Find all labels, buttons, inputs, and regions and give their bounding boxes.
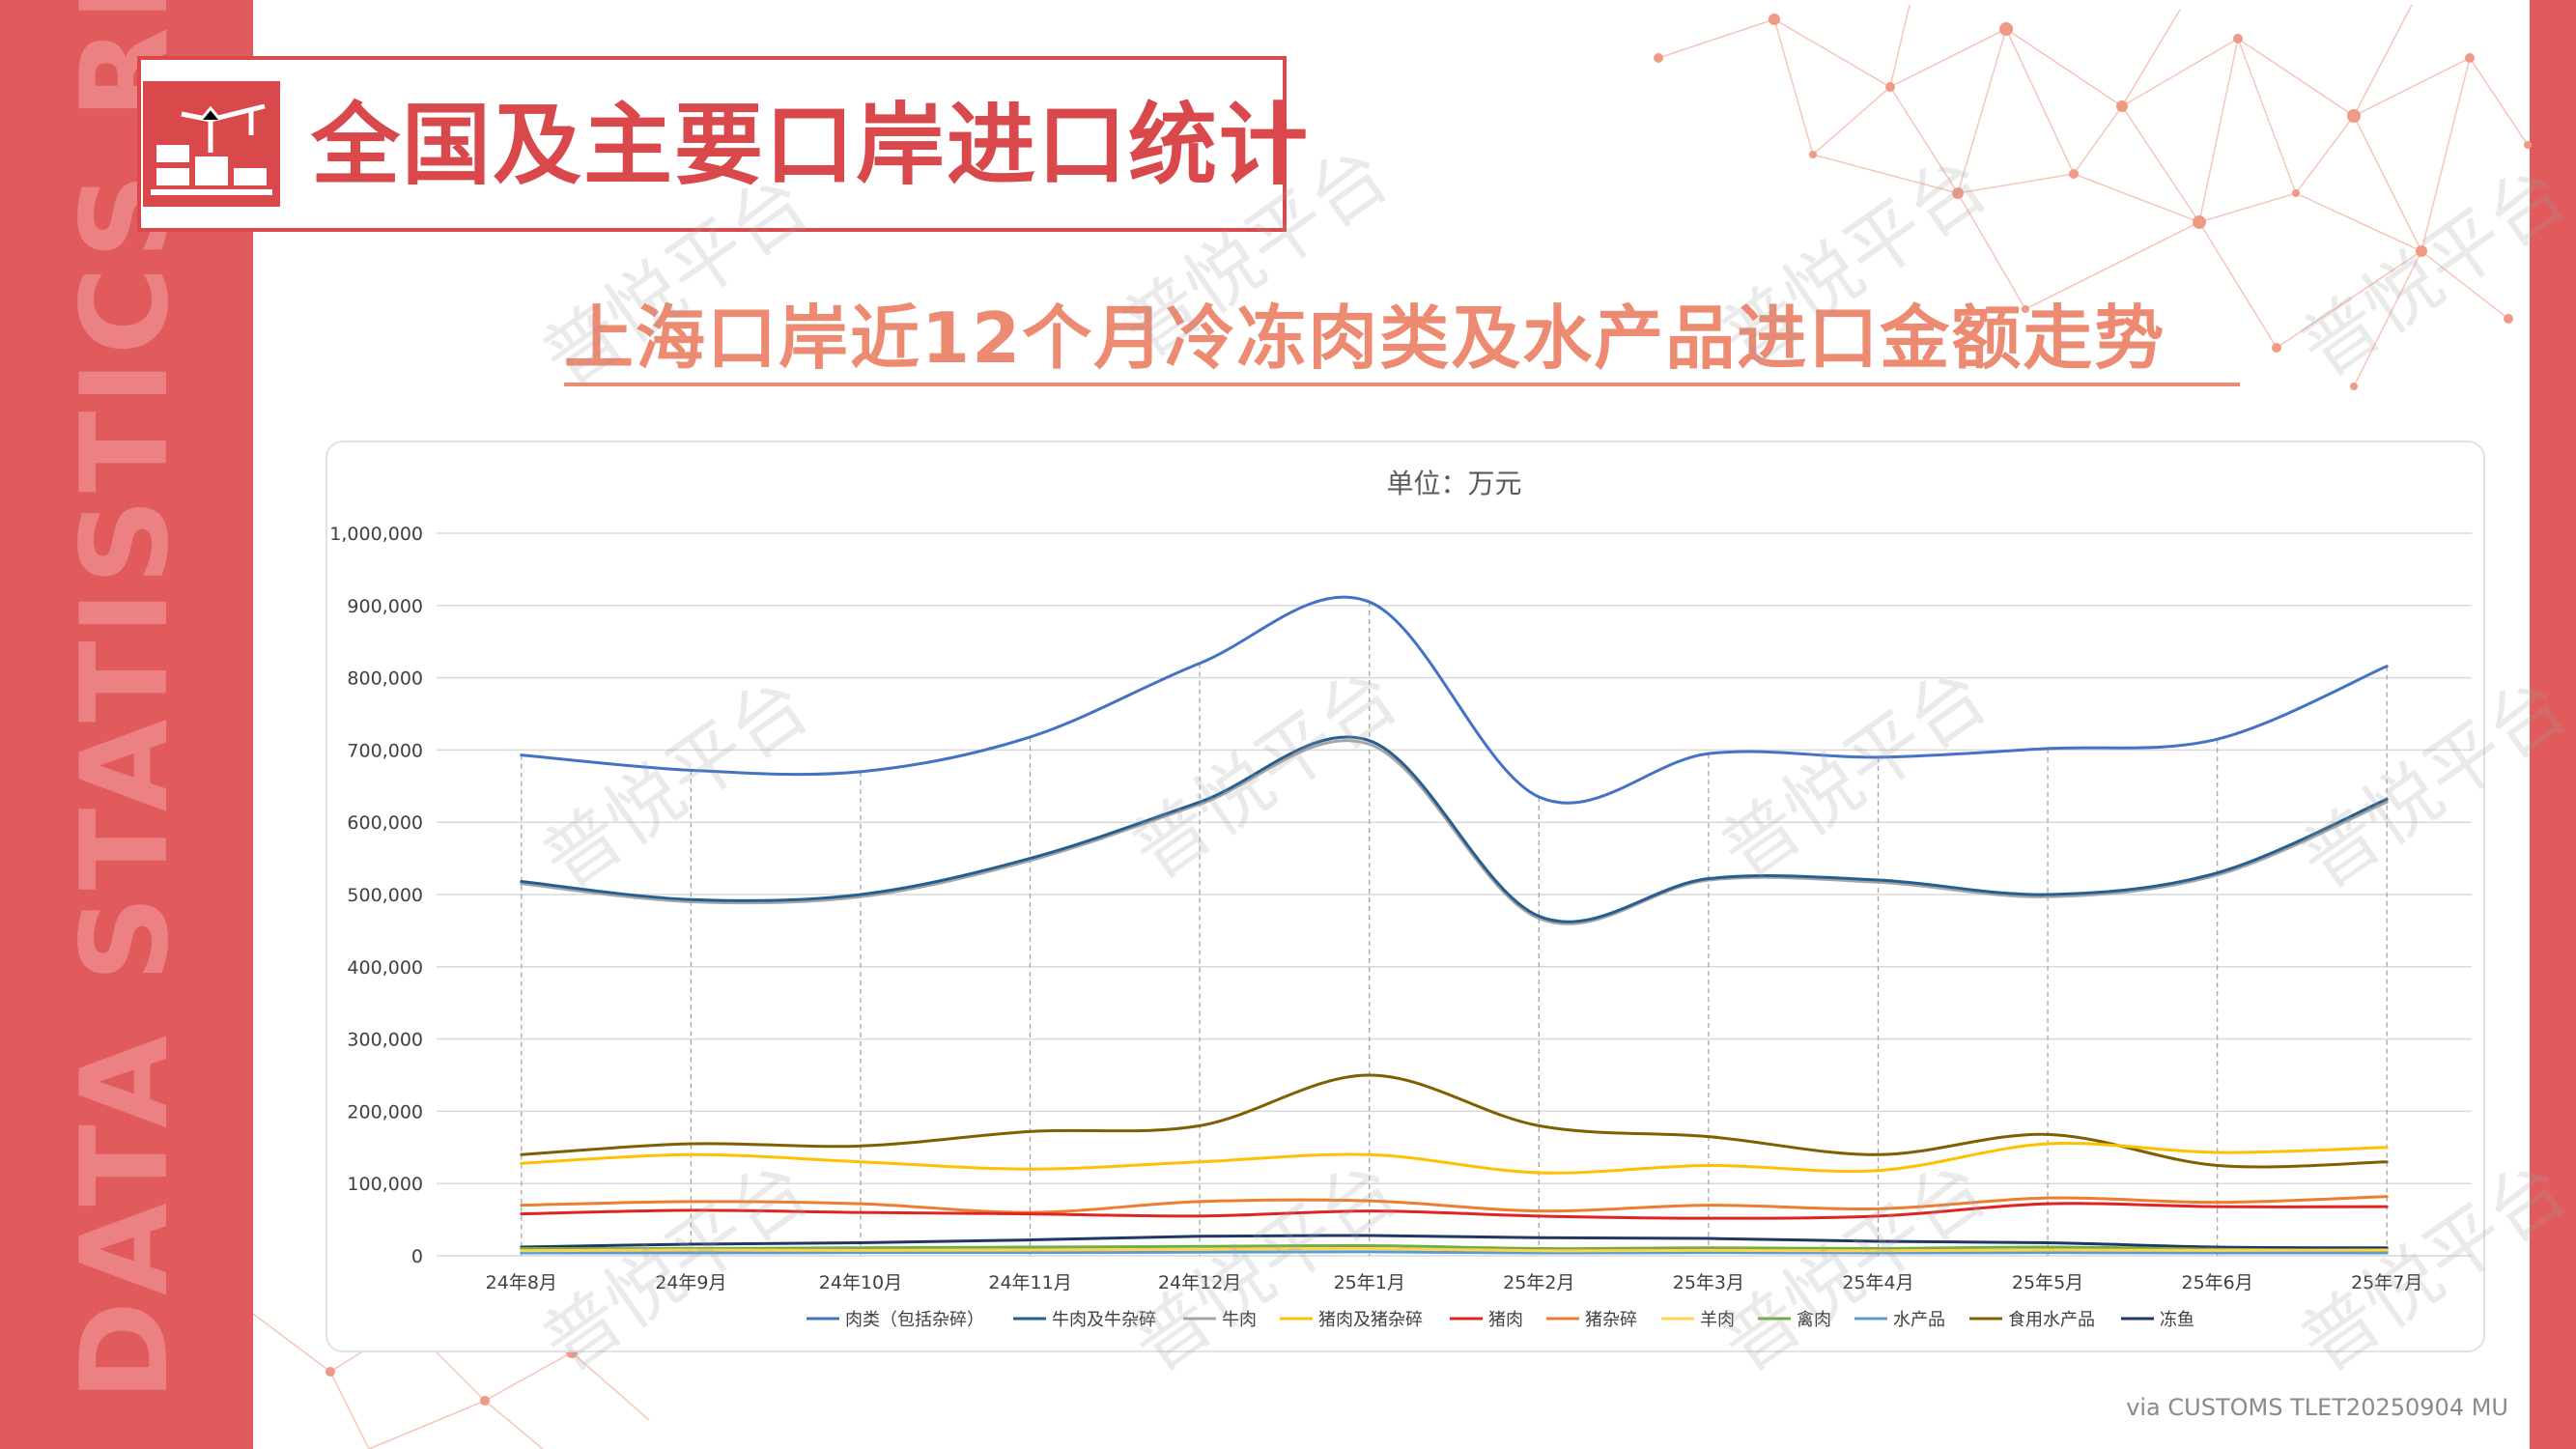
section-title-frame <box>137 56 1287 232</box>
series-line <box>520 1246 2389 1253</box>
y-tick-label: 200,000 <box>347 1101 423 1122</box>
chart-title: 单位：万元 <box>1386 468 1521 499</box>
x-tick-label: 24年11月 <box>988 1272 1071 1293</box>
legend-label: 冻鱼 <box>2160 1310 2194 1330</box>
chart-subtitle: 上海口岸近12个月冷冻肉类及水产品进口金额走势 <box>564 298 2166 379</box>
legend-label: 水产品 <box>1893 1310 1945 1330</box>
y-tick-label: 300,000 <box>347 1030 423 1051</box>
decorative-network-graphic <box>1654 4 2532 390</box>
x-tick-label: 25年4月 <box>1842 1272 1913 1293</box>
x-tick-label: 24年10月 <box>819 1272 902 1293</box>
legend-label: 食用水产品 <box>2008 1310 2095 1330</box>
series-line <box>520 595 2389 805</box>
x-tick-label: 25年1月 <box>1334 1272 1405 1293</box>
series-line <box>520 1142 2389 1175</box>
y-tick-label: 1,000,000 <box>329 524 423 545</box>
legend-label: 羊肉 <box>1700 1310 1735 1330</box>
side-banner-text: DATA STATISTICS REPORT <box>56 0 195 1401</box>
y-tick-label: 100,000 <box>347 1174 423 1195</box>
legend-label: 禽肉 <box>1797 1310 1831 1330</box>
legend-label: 猪肉 <box>1488 1310 1523 1330</box>
series-line <box>520 1202 2389 1220</box>
y-tick-label: 800,000 <box>347 668 423 690</box>
x-tick-label: 25年3月 <box>1673 1272 1744 1293</box>
y-tick-label: 700,000 <box>347 740 423 761</box>
chart-card: 单位：万元 0 100,000 200,000 300,000 400,000 500,00… <box>326 440 2485 1352</box>
line-chart: 单位：万元 0 100,000 200,000 300,000 400,000 500,00… <box>329 468 2472 1330</box>
series-line <box>520 739 2389 925</box>
series-line <box>520 1195 2389 1214</box>
legend-label: 猪杂碎 <box>1585 1310 1637 1330</box>
section-title: 全国及主要口岸进口统计 <box>311 94 1311 197</box>
series-line <box>520 735 2389 923</box>
x-tick-label: 25年7月 <box>2351 1272 2422 1293</box>
source-credit: via CUSTOMS TLET20250904 MU <box>2126 1394 2508 1421</box>
x-tick-label: 24年12月 <box>1158 1272 1241 1293</box>
x-tick-label: 24年9月 <box>655 1272 726 1293</box>
y-tick-label: 0 <box>411 1246 423 1267</box>
series-line <box>520 1250 2389 1255</box>
x-tick-label: 24年8月 <box>486 1272 557 1293</box>
x-tick-label: 25年5月 <box>2012 1272 2083 1293</box>
legend-label: 肉类（包括杂碎） <box>845 1310 984 1330</box>
legend-label: 牛肉 <box>1222 1310 1257 1330</box>
y-tick-label: 900,000 <box>347 596 423 617</box>
right-accent-band <box>2530 0 2576 1449</box>
x-tick-label: 25年2月 <box>1503 1272 1574 1293</box>
subtitle-underline <box>564 383 2240 386</box>
x-tick-label: 25年6月 <box>2181 1272 2252 1293</box>
series-line <box>520 1234 2389 1250</box>
series-line <box>520 1243 2389 1253</box>
legend-label: 牛肉及牛杂碎 <box>1052 1310 1156 1330</box>
series-line <box>520 1073 2389 1169</box>
y-tick-label: 600,000 <box>347 812 423 834</box>
legend-label: 猪肉及猪杂碎 <box>1318 1310 1423 1330</box>
y-tick-label: 500,000 <box>347 885 423 906</box>
port-crane-icon <box>143 81 280 207</box>
y-tick-label: 400,000 <box>347 957 423 979</box>
left-accent-band: DATA STATISTICS REPORT <box>0 0 253 1449</box>
